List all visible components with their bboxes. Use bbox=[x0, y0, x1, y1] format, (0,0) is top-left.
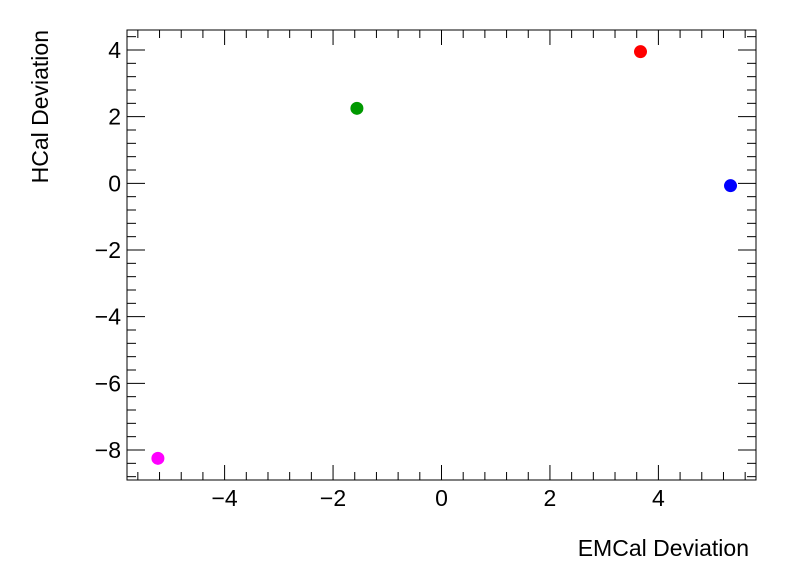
x-tick-label: −4 bbox=[211, 485, 237, 511]
x-tick-label: −2 bbox=[320, 485, 346, 511]
data-point bbox=[350, 101, 364, 115]
x-axis-title: EMCal Deviation bbox=[578, 535, 749, 561]
tick-marks bbox=[127, 30, 756, 480]
y-axis-title: HCal Deviation bbox=[27, 30, 53, 183]
data-point bbox=[634, 45, 648, 59]
data-point bbox=[151, 451, 165, 465]
y-tick-label: −8 bbox=[95, 437, 121, 463]
x-tick-label: 4 bbox=[652, 485, 665, 511]
y-tick-label: −6 bbox=[95, 370, 121, 396]
x-tick-label: 2 bbox=[544, 485, 557, 511]
y-tick-label: 0 bbox=[108, 170, 121, 196]
y-tick-labels: −8 −6 −4 −2 0 2 4 bbox=[95, 37, 121, 463]
data-points bbox=[151, 45, 738, 465]
data-point bbox=[724, 179, 738, 193]
y-tick-label: −4 bbox=[95, 304, 121, 330]
plot-frame bbox=[126, 29, 757, 481]
y-tick-label: 4 bbox=[108, 37, 121, 63]
x-tick-labels: −4 −2 0 2 4 bbox=[211, 485, 665, 511]
x-tick-label: 0 bbox=[435, 485, 448, 511]
y-tick-label: −2 bbox=[95, 237, 121, 263]
y-tick-label: 2 bbox=[108, 104, 121, 130]
